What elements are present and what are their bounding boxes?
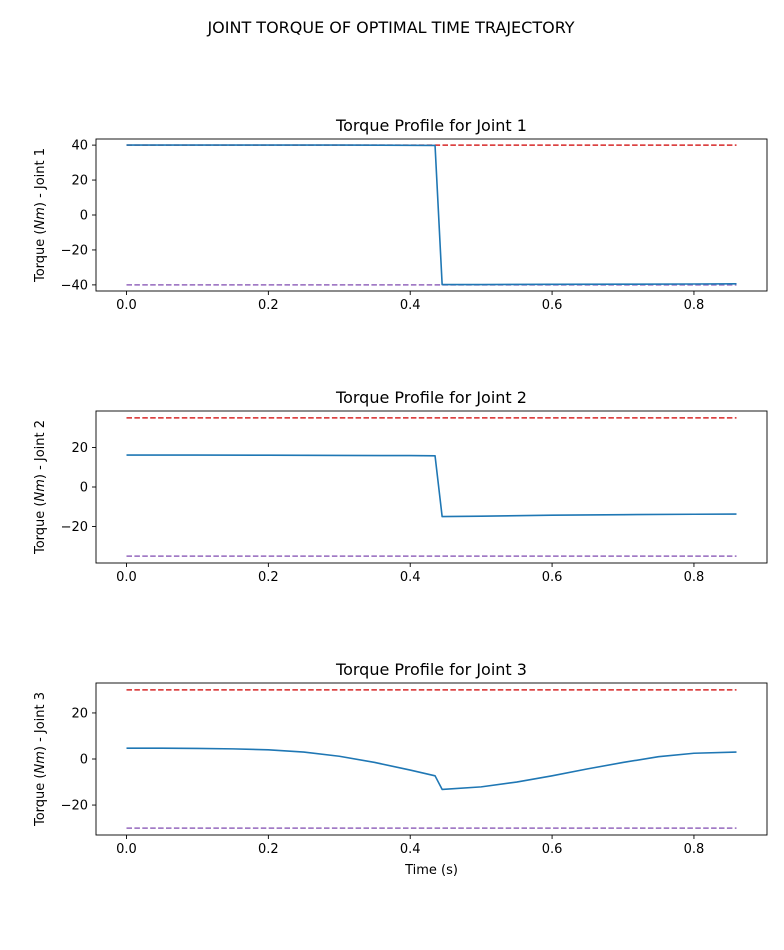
- plot-area: [96, 683, 767, 835]
- y-axis-label: Torque (Nm) - Joint 1: [33, 148, 48, 283]
- x-tick-label: 0.2: [258, 298, 279, 313]
- subplot-title: Torque Profile for Joint 2: [335, 388, 527, 407]
- y-tick-label: 0: [80, 753, 88, 768]
- y-tick-label: −20: [61, 520, 88, 535]
- torque-series-line: [126, 144, 737, 286]
- x-tick-label: 0.8: [684, 842, 705, 857]
- x-tick-label: 0.4: [400, 842, 421, 857]
- x-tick-label: 0.0: [116, 570, 137, 585]
- x-tick-label: 0.8: [684, 570, 705, 585]
- y-tick-label: −40: [61, 278, 88, 293]
- x-tick-label: 0.6: [542, 842, 563, 857]
- y-tick-label: 40: [71, 139, 88, 154]
- torque-series-line: [126, 747, 737, 791]
- y-tick-label: 20: [71, 706, 88, 721]
- plot-area: [96, 411, 767, 563]
- plot-area: [96, 139, 767, 291]
- y-tick-label: 20: [71, 441, 88, 456]
- subplot-title: Torque Profile for Joint 1: [335, 116, 527, 135]
- x-tick-label: 0.4: [400, 570, 421, 585]
- y-tick-label: 20: [71, 174, 88, 189]
- x-tick-label: 0.0: [116, 298, 137, 313]
- x-axis-label: Time (s): [404, 863, 458, 878]
- y-axis-label: Torque (Nm) - Joint 2: [33, 420, 48, 555]
- subplot-title: Torque Profile for Joint 3: [335, 660, 527, 679]
- torque-series-line: [126, 454, 737, 518]
- subplot-joint-1: 0.0 0.2 0.4 0.6 0.8 −40 −20 0 20 40 Torque Profile…: [33, 116, 768, 313]
- x-tick-label: 0.6: [542, 298, 563, 313]
- y-tick-label: 0: [80, 481, 88, 496]
- subplots: 0.0 0.2 0.4 0.6 0.8 −40 −20 0 20 40 Torque Profile…: [33, 116, 768, 878]
- y-tick-label: −20: [61, 799, 88, 814]
- figure-title: JOINT TORQUE OF OPTIMAL TIME TRAJECTORY: [206, 18, 574, 37]
- subplot-joint-2: 0.0 0.2 0.4 0.6 0.8 −20 0 20 Torque Profile for …: [33, 388, 768, 585]
- y-axis-label: Torque (Nm) - Joint 3: [33, 692, 48, 827]
- x-tick-label: 0.8: [684, 298, 705, 313]
- x-tick-label: 0.6: [542, 570, 563, 585]
- x-tick-label: 0.2: [258, 842, 279, 857]
- x-tick-label: 0.0: [116, 842, 137, 857]
- y-tick-label: 0: [80, 209, 88, 224]
- subplot-joint-3: 0.0 0.2 0.4 0.6 0.8 −20 0 20 Torque Profile for …: [33, 660, 768, 878]
- x-tick-label: 0.4: [400, 298, 421, 313]
- y-tick-label: −20: [61, 243, 88, 258]
- x-tick-label: 0.2: [258, 570, 279, 585]
